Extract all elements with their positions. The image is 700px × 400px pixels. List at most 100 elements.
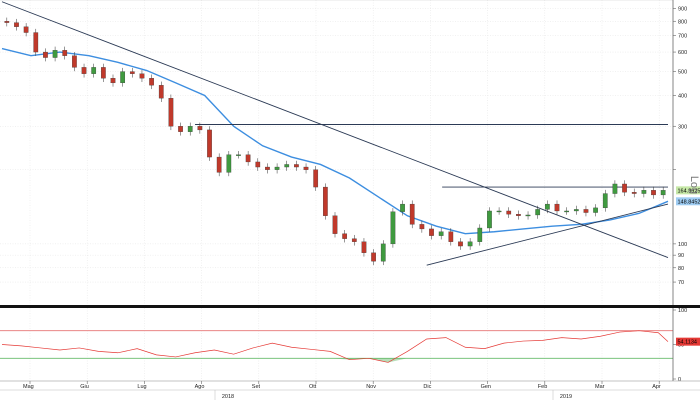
price-badges: 164.8925 148.8452 <box>676 186 700 206</box>
candle-body <box>216 156 222 173</box>
candle-body <box>535 209 541 216</box>
x-tick-label: Gen <box>481 384 491 390</box>
candle-body <box>187 126 193 132</box>
last-price-badge-bg <box>676 186 700 195</box>
candle-body <box>4 21 10 23</box>
oscillator-badge-text: 54.1134 <box>678 340 697 346</box>
x-tick-label: Ott <box>309 384 317 390</box>
candle-body <box>100 67 106 79</box>
candle-body <box>622 183 627 193</box>
price-tick-label: 400 <box>678 93 687 99</box>
candle-body <box>641 190 647 194</box>
trendline-layer <box>1 1 669 266</box>
candle-body <box>660 190 666 196</box>
candle-body <box>120 71 126 84</box>
candle-body <box>294 164 299 168</box>
candle-body <box>593 207 598 213</box>
candle-body <box>207 129 212 158</box>
price-gridlines <box>0 0 673 381</box>
oscillator-fill-layer <box>2 358 668 363</box>
price-axis-ticks: 70 80 90 100 300 400 500 600 700 800 900 <box>673 7 687 286</box>
candle-body <box>631 192 637 194</box>
oscillator-badge-bg <box>676 337 700 346</box>
moving-average-layer <box>1 47 669 235</box>
x-tick-label: Feb <box>538 384 547 390</box>
candle-body <box>477 227 483 242</box>
candle-body <box>400 203 405 212</box>
x-tick-label: Set <box>252 384 261 390</box>
candle-body <box>81 67 87 74</box>
price-tick-label: 500 <box>678 70 687 76</box>
x-tick-label: Mag <box>23 384 34 390</box>
price-tick-label: 70 <box>678 280 684 286</box>
x-axis-ticks: Mag Giu Lug Ago Set Ott Nov Dic Gen Feb Mar Apr <box>23 381 661 390</box>
price-tick-label: 900 <box>678 7 687 13</box>
oscillator-line-layer <box>1 330 669 363</box>
price-tick-label: 700 <box>678 34 687 40</box>
candle-body <box>91 67 97 74</box>
candle-body <box>506 210 512 215</box>
x-tick-label: Mar <box>595 384 605 390</box>
candle-body <box>380 243 386 262</box>
candle-body <box>573 209 579 212</box>
price-tick-label: 300 <box>678 124 687 130</box>
x-tick-label: Nov <box>366 384 376 390</box>
candle-body <box>14 22 19 27</box>
candle-body <box>525 214 531 217</box>
candle-body <box>139 73 145 79</box>
year-labels: 2018 2019 <box>214 390 572 400</box>
candle-body <box>554 203 560 212</box>
candle-body <box>351 238 357 242</box>
candle-body <box>158 85 164 99</box>
candle-body <box>448 231 454 242</box>
candle-body <box>197 126 203 131</box>
trendline <box>426 203 669 266</box>
candle-body <box>602 193 608 209</box>
price-axis-label: Log <box>688 176 700 194</box>
candle-body <box>129 71 135 74</box>
candle-body <box>313 169 319 188</box>
candle-body <box>544 203 550 210</box>
x-tick-label: Giu <box>80 384 89 390</box>
candle-body <box>62 50 68 56</box>
oscillator-tick-label: 0 <box>678 377 681 383</box>
candle-body <box>361 241 367 253</box>
ma-badge-bg <box>676 197 700 206</box>
candle-body <box>168 98 174 127</box>
candle-body <box>236 154 241 156</box>
candle-body <box>226 154 232 173</box>
year-label: 2018 <box>222 394 234 400</box>
candle-body <box>371 252 376 262</box>
candle-body <box>390 211 396 245</box>
last-price-badge: 164.8925 <box>678 188 700 194</box>
price-tick-label: 100 <box>678 242 687 248</box>
candlestick-layer <box>4 17 666 266</box>
year-label: 2019 <box>560 394 572 400</box>
candle-body <box>33 32 39 53</box>
candle-body <box>583 209 589 213</box>
candle-body <box>342 233 348 239</box>
x-tick-label: Apr <box>652 384 661 390</box>
candle-body <box>564 210 570 213</box>
candle-body <box>245 154 251 163</box>
candle-body <box>496 210 502 213</box>
oscillator-line <box>1 330 669 363</box>
candle-body <box>651 190 656 196</box>
candle-body <box>467 241 473 247</box>
candle-body <box>52 50 58 58</box>
panel-divider <box>0 305 700 308</box>
x-tick-label: Dic <box>423 384 431 390</box>
candle-body <box>612 183 618 194</box>
candle-body <box>110 78 116 84</box>
oscillator-badge: 54.1134 <box>676 337 700 346</box>
x-tick-label: Lug <box>137 384 146 390</box>
candle-body <box>322 186 328 216</box>
candle-body <box>438 231 444 236</box>
candle-body <box>516 214 521 216</box>
ma-badge: 148.8452 <box>678 199 700 205</box>
candle-body <box>23 26 29 33</box>
price-tick-label: 90 <box>678 253 684 259</box>
candle-body <box>458 241 463 247</box>
candle-body <box>429 228 434 236</box>
